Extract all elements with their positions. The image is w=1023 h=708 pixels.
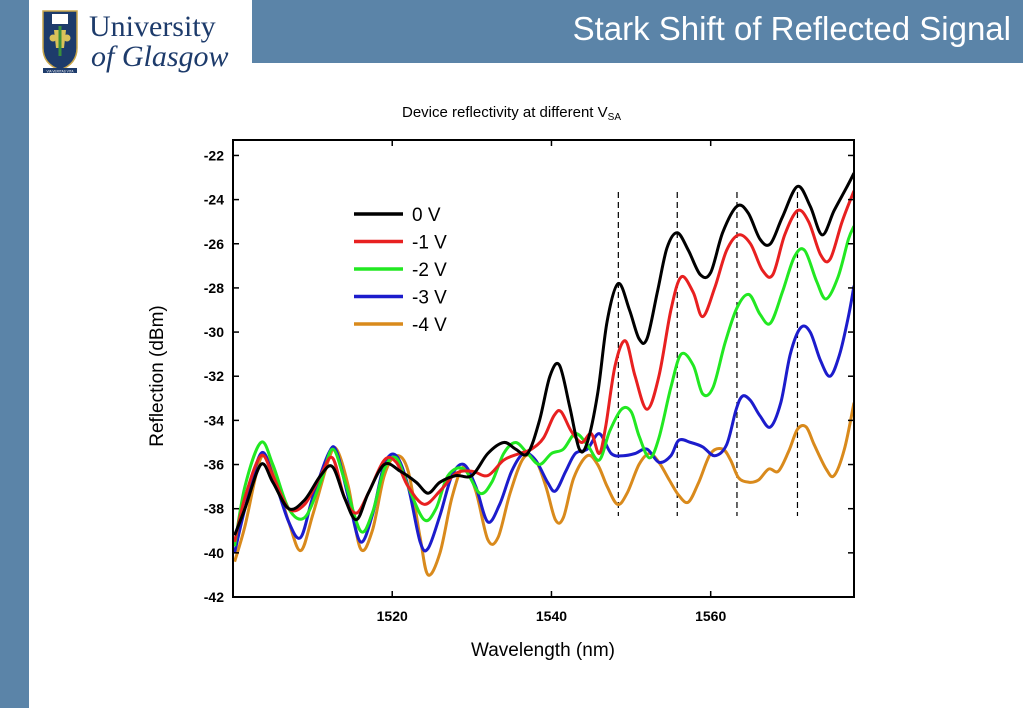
plot-frame [232, 139, 855, 598]
university-logo: VIA VERITAS VITA University of Glasgow [42, 10, 229, 73]
crest-icon [42, 10, 78, 73]
legend-label: -3 V [412, 288, 447, 309]
logo-line1: University [89, 10, 216, 43]
x-tick-label: 1520 [377, 608, 408, 624]
y-tick-label: -40 [204, 545, 224, 561]
y-tick-label: -26 [204, 236, 224, 252]
series-line [233, 225, 854, 547]
y-tick-label: -32 [204, 368, 224, 384]
legend: 0 V -1 V -2 V -3 V -4 V [354, 205, 447, 336]
y-tick-label: -30 [204, 324, 224, 340]
header-bar [252, 0, 1023, 63]
series-line [233, 285, 854, 554]
legend-label: 0 V [412, 205, 441, 226]
legend-label: -2 V [412, 260, 447, 281]
y-axis: -22 -24 -26 -28 -30 -32 -34 -36 -38 -40 -42 [204, 147, 854, 605]
series-line [233, 172, 854, 536]
series-line [233, 402, 854, 577]
legend-label: -1 V [412, 233, 447, 254]
y-tick-label: -24 [204, 192, 224, 208]
y-tick-label: -42 [204, 589, 224, 605]
y-tick-label: -36 [204, 457, 224, 473]
y-tick-label: -22 [204, 147, 224, 163]
legend-label: -4 V [412, 315, 447, 336]
left-accent-bar [0, 0, 29, 708]
y-tick-label: -28 [204, 280, 224, 296]
x-axis-label: Wavelength (nm) [471, 640, 615, 661]
slide-title: Stark Shift of Reflected Signal [572, 10, 1011, 47]
series-lines [233, 172, 854, 577]
chart-title-subscript: SA [607, 112, 621, 123]
x-tick-label: 1560 [695, 608, 726, 624]
logo-motto: VIA VERITAS VITA [47, 69, 75, 73]
x-axis: 1520 1540 1560 [377, 140, 726, 624]
series-line [233, 190, 854, 543]
logo-line2: of Glasgow [91, 40, 229, 73]
chart-title: Device reflectivity at different VSA [0, 104, 1023, 123]
x-tick-label: 1540 [536, 608, 567, 624]
y-axis-label: Reflection (dBm) [147, 305, 168, 447]
y-tick-label: -34 [204, 412, 224, 428]
y-tick-label: -38 [204, 501, 224, 517]
chart-title-text: Device reflectivity at different V [402, 104, 608, 121]
dashed-markers [617, 192, 799, 516]
